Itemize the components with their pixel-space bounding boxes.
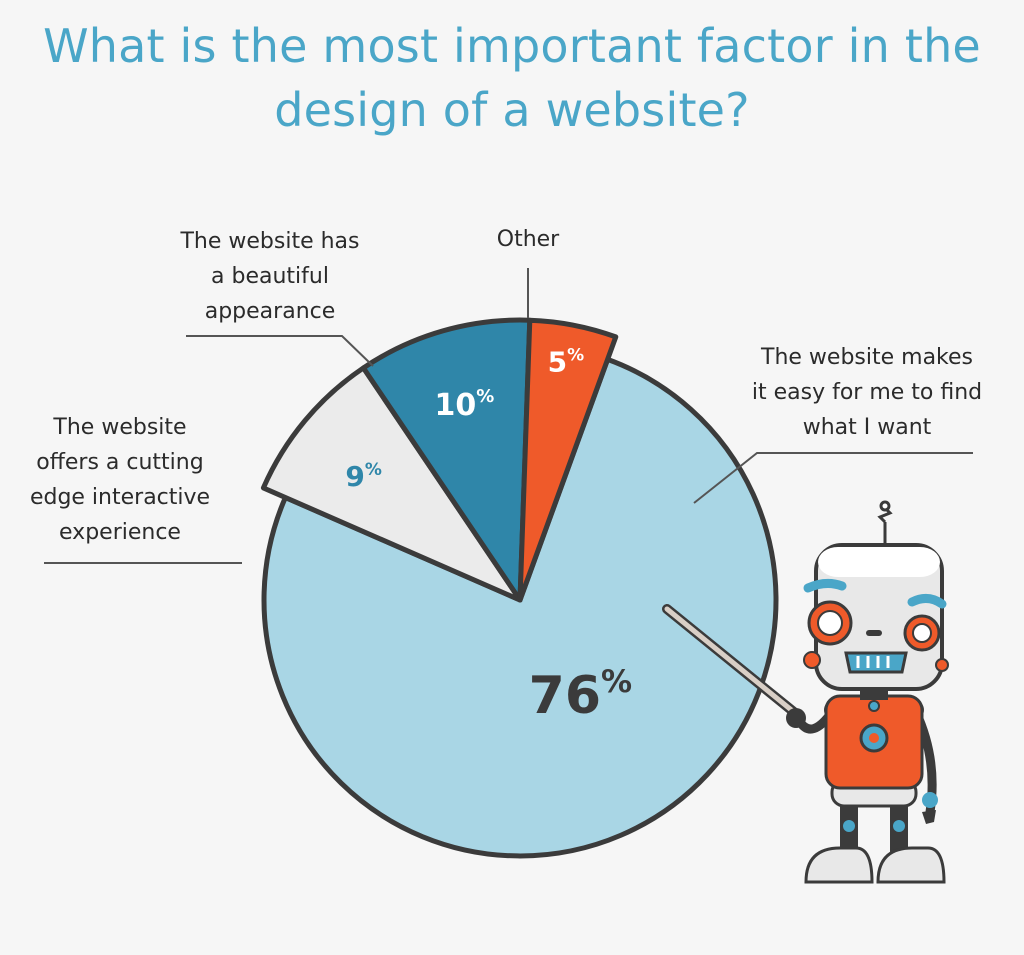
label-interactive-line-1: The website — [53, 415, 187, 440]
pie-slice-3 — [360, 317, 533, 603]
pie-slice-1 — [261, 356, 779, 859]
pie-data-labels: 76% 9% 10% 5% — [345, 346, 632, 726]
label-find: The website makes it easy for me to find… — [727, 340, 1007, 445]
chart-title: What is the most important factor in the… — [0, 14, 1024, 142]
pie-data-label-2: 9% — [345, 460, 382, 493]
label-beautiful-line-3: appearance — [204, 299, 336, 324]
leader-line-find — [693, 452, 973, 504]
label-other-line-1: Other — [496, 227, 560, 252]
pie-slice-2 — [260, 365, 523, 603]
label-beautiful: The website has a beautiful appearance — [140, 224, 400, 329]
chart-title-line-2: design of a website? — [274, 83, 750, 137]
pie-slice-4 — [517, 317, 619, 603]
label-interactive-line-4: experience — [59, 520, 181, 545]
label-interactive: The website offers a cutting edge intera… — [4, 410, 236, 550]
pie-data-label-3: 10% — [435, 386, 495, 423]
label-find-line-2: it easy for me to find — [751, 380, 983, 405]
pie-slices — [260, 317, 779, 859]
pie-data-label-1: 76% — [529, 663, 632, 726]
leader-line-beautiful — [186, 335, 374, 367]
label-find-line-3: what I want — [802, 415, 932, 440]
pie-data-label-4: 5% — [548, 346, 585, 379]
chart-title-line-1: What is the most important factor in the — [43, 19, 981, 73]
label-interactive-line-3: edge interactive — [29, 485, 211, 510]
label-find-line-1: The website makes — [761, 345, 973, 370]
leader-lines — [44, 268, 973, 564]
label-beautiful-line-1: The website has — [180, 229, 360, 254]
label-beautiful-line-2: a beautiful — [211, 264, 329, 289]
label-interactive-line-2: offers a cutting — [36, 450, 204, 475]
robot-pointer-icon — [662, 500, 949, 884]
label-other: Other — [468, 222, 588, 257]
